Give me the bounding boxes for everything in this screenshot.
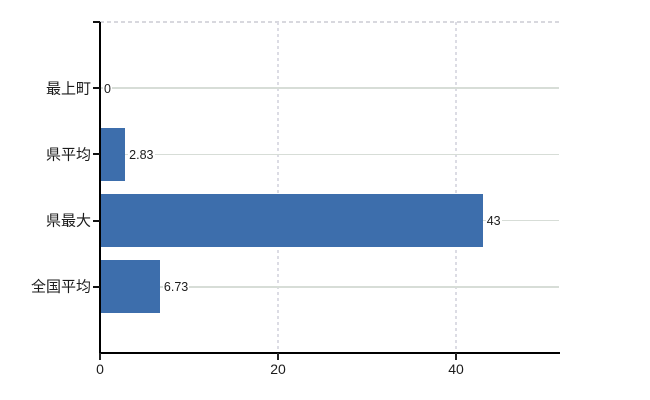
x-tick-label: 20: [270, 361, 286, 377]
bar-zenkoku-heikin: [101, 260, 160, 314]
vertical-gridline: [455, 22, 457, 353]
x-axis-tick: [99, 353, 101, 360]
bar-ken-heikin: [101, 127, 126, 181]
value-label: 2.83: [128, 147, 155, 163]
category-label-zenkoku-heikin: 全国平均: [30, 278, 91, 296]
vertical-gridline: [277, 22, 279, 353]
value-label: 6.73: [162, 280, 190, 295]
x-axis-tick: [455, 353, 457, 360]
y-axis-tick: [93, 285, 100, 288]
value-label: 43: [485, 213, 502, 229]
horizontal-gridline: [101, 87, 559, 89]
plot-top-border: [100, 21, 560, 23]
horizontal-gridline: [101, 153, 559, 156]
x-axis-line: [99, 352, 560, 354]
x-axis-tick: [277, 353, 279, 360]
horizontal-gridline: [101, 286, 559, 288]
y-axis-tick: [93, 219, 100, 222]
category-label-ken-heikin: 県平均: [45, 146, 91, 164]
bar-ken-saidai: [101, 194, 483, 248]
x-tick-label: 0: [96, 361, 104, 377]
y-axis-line: [99, 22, 101, 353]
y-axis-tick: [93, 87, 100, 90]
x-tick-label: 40: [448, 361, 464, 377]
category-label-ken-saidai: 県最大: [45, 212, 91, 230]
y-axis-end-tick: [93, 21, 100, 23]
value-label: 0: [103, 81, 112, 96]
y-axis-tick: [93, 153, 100, 156]
category-label-mogamimachi: 最上町: [45, 80, 91, 98]
